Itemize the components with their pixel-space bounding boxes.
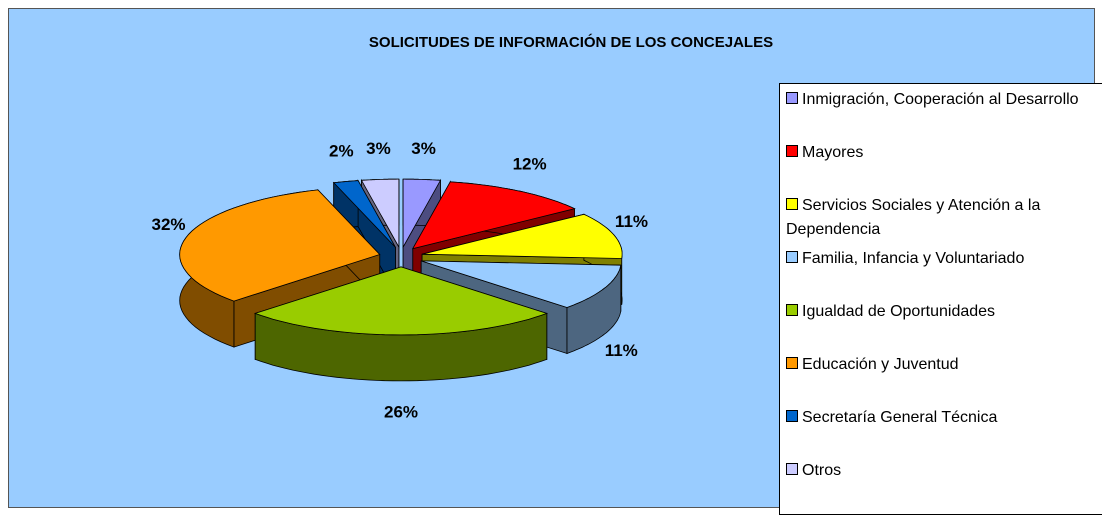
legend-label: Otros: [802, 462, 842, 479]
data-label: 3%: [411, 139, 436, 158]
legend-swatch: [786, 304, 798, 316]
slice-top: [421, 260, 622, 308]
legend-item: Familia, Infancia y Voluntariado: [786, 247, 1102, 271]
legend-item: Servicios Sociales y Atención a la Depen…: [786, 194, 1102, 242]
slice-top: [360, 178, 400, 249]
data-label: 11%: [605, 341, 638, 360]
legend-label: Educación y Juventud: [802, 356, 959, 373]
legend-label: Mayores: [802, 144, 864, 161]
legend-label: Familia, Infancia y Voluntariado: [802, 250, 1025, 267]
data-label: 32%: [152, 215, 186, 234]
slice-top: [402, 178, 442, 249]
data-label: 11%: [615, 212, 648, 231]
slice-top: [332, 180, 396, 248]
legend-swatch: [786, 198, 798, 210]
legend-item: Igualdad de Oportunidades: [786, 300, 1102, 324]
legend-swatch: [786, 410, 798, 422]
legend-swatch: [786, 92, 798, 104]
legend-swatch: [786, 357, 798, 369]
legend-swatch: [786, 145, 798, 157]
legend: Inmigración, Cooperación al Desarrollo Ma…: [779, 83, 1102, 515]
legend-label: Inmigración, Cooperación al Desarrollo: [802, 91, 1079, 108]
chart: SOLICITUDES DE INFORMACIÓN DE LOS CONCEJ…: [152, 33, 774, 421]
legend-swatch: [786, 463, 798, 475]
legend-item: Otros: [786, 459, 1102, 483]
legend-label: Servicios Sociales y Atención a la Depen…: [786, 197, 1041, 238]
legend-label: Igualdad de Oportunidades: [802, 303, 996, 320]
legend-item: Mayores: [786, 141, 1102, 165]
slice-top: [179, 189, 381, 302]
slice-top: [422, 213, 623, 259]
legend-item: Inmigración, Cooperación al Desarrollo: [786, 88, 1102, 112]
data-label: 12%: [513, 154, 547, 173]
chart-title: SOLICITUDES DE INFORMACIÓN DE LOS CONCEJ…: [369, 33, 773, 51]
slice: [253, 266, 549, 382]
legend-item: Secretaría General Técnica: [786, 406, 1102, 430]
slice-top: [253, 266, 549, 336]
data-label: 3%: [366, 139, 391, 158]
data-label: 26%: [384, 402, 418, 421]
legend-item: Educación y Juventud: [786, 353, 1102, 377]
legend-swatch: [786, 251, 798, 263]
legend-label: Secretaría General Técnica: [802, 409, 998, 426]
chart-area: SOLICITUDES DE INFORMACIÓN DE LOS CONCEJ…: [8, 8, 1102, 515]
slice-top: [411, 181, 576, 250]
data-label: 2%: [329, 142, 354, 161]
